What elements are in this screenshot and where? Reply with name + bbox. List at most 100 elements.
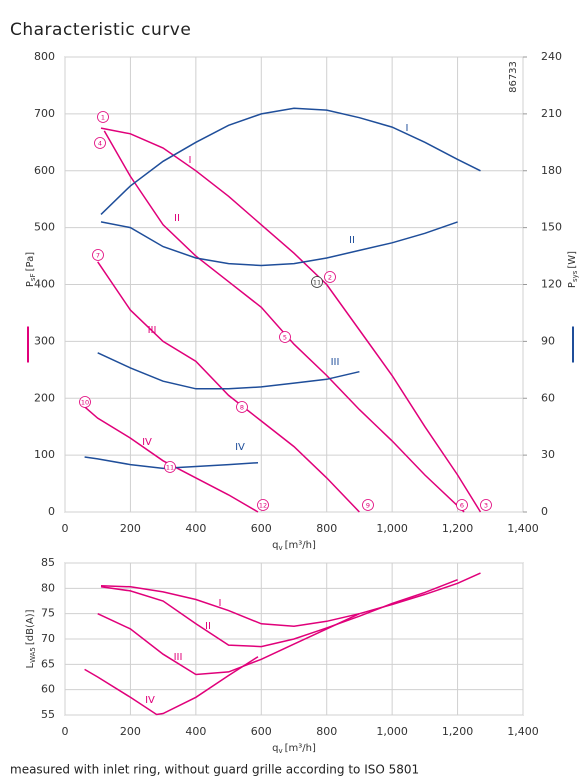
x-tick-label: 400 (185, 522, 206, 535)
label-unit: [m³/h] (285, 540, 316, 551)
series-label: II (349, 235, 355, 246)
marker-circle (324, 271, 336, 283)
x-tick-label: 200 (120, 725, 141, 738)
label-unit: [Pa] (25, 252, 36, 272)
marker-circle (164, 461, 176, 473)
y2-tick-label: 240 (541, 50, 562, 63)
marker-label: 6 (460, 502, 464, 510)
marker-circle (257, 499, 269, 511)
x-label: qv [m³/h] (272, 540, 316, 552)
series-line (84, 656, 259, 716)
label-main: q (272, 743, 278, 754)
x-tick-label: 1,000 (376, 522, 408, 535)
y-tick-label: 100 (34, 448, 55, 461)
marker-circle (94, 137, 106, 149)
marker-circle (97, 111, 109, 123)
label-sub: v (278, 747, 282, 755)
series-label: I (406, 123, 409, 134)
series-line (100, 127, 482, 513)
series-line (103, 130, 465, 513)
y-tick-label: 500 (34, 221, 55, 234)
label-sub: sys (571, 270, 579, 282)
marker-label: 1 (101, 114, 105, 122)
y-label: PsF[Pa] (25, 252, 37, 287)
label-unit: [m³/h] (285, 743, 316, 754)
label-unit: [W] (567, 251, 578, 269)
label-main: q (272, 540, 278, 551)
series-line (100, 572, 481, 628)
y-tick-label: 60 (41, 683, 55, 696)
series-label: IV (142, 437, 152, 448)
label-main: L (25, 663, 36, 669)
series-line (97, 352, 360, 390)
chart-title: Characteristic curve (10, 20, 191, 40)
x-tick-label: 600 (251, 522, 272, 535)
series-label: III (174, 652, 183, 663)
y2-tick-label: 30 (541, 448, 555, 461)
series-line (97, 261, 360, 513)
y2-tick-label: 90 (541, 334, 555, 347)
footnote: measured with inlet ring, without guard … (10, 763, 419, 777)
series-label: II (174, 213, 180, 224)
y2-tick-label: 60 (541, 391, 555, 404)
label-unit: [dB(A)] (25, 609, 36, 645)
y-tick-label: 55 (41, 708, 55, 721)
x-tick-label: 1,200 (442, 725, 474, 738)
x-tick-label: 1,200 (442, 522, 474, 535)
x-tick-label: 0 (62, 725, 69, 738)
y-tick-label: 80 (41, 581, 55, 594)
x-tick-label: 1,000 (376, 725, 408, 738)
marker-label: 3 (484, 502, 488, 510)
marker-circle (92, 249, 104, 261)
x-tick-label: 0 (62, 522, 69, 535)
x-tick-label: 600 (251, 725, 272, 738)
y2-tick-label: 120 (541, 278, 562, 291)
series-line (100, 579, 458, 648)
marker-circle (362, 499, 374, 511)
y-tick-label: 300 (34, 334, 55, 347)
series-line (97, 613, 360, 676)
marker-circle (311, 276, 323, 288)
y2-tick-label: 150 (541, 221, 562, 234)
series-line (84, 456, 259, 470)
y-tick-label: 400 (34, 278, 55, 291)
x-tick-label: 800 (316, 725, 337, 738)
series-line (84, 406, 259, 513)
y-tick-label: 75 (41, 607, 55, 620)
x-tick-label: 1,400 (507, 725, 539, 738)
y2-label: Psys[W] (567, 251, 579, 288)
x-tick-label: 1,400 (507, 522, 539, 535)
y2-tick-label: 210 (541, 107, 562, 120)
series-label: III (331, 357, 340, 368)
label-sub: v (278, 544, 282, 552)
marker-label: 11 (166, 464, 174, 472)
marker-label: 4 (98, 140, 102, 148)
code: 86733 (508, 61, 519, 93)
label-main: P (567, 282, 578, 288)
series-label: IV (145, 695, 155, 706)
y-tick-label: 0 (48, 505, 55, 518)
y-tick-label: 700 (34, 107, 55, 120)
series-label: III (148, 325, 157, 336)
y-tick-label: 800 (34, 50, 55, 63)
series-label: II (205, 621, 211, 632)
marker-label: 2 (328, 274, 332, 282)
marker-label: 5 (283, 334, 287, 342)
series-label: IV (235, 442, 245, 453)
series-label: I (219, 598, 222, 609)
series-label: I (189, 155, 192, 166)
marker-label: 11 (313, 279, 321, 287)
y-tick-label: 70 (41, 632, 55, 645)
x-tick-label: 200 (120, 522, 141, 535)
marker-label: 10 (81, 399, 89, 407)
y2-tick-label: 180 (541, 164, 562, 177)
x-label: qv [m³/h] (272, 743, 316, 755)
marker-circle (456, 499, 468, 511)
marker-label: 12 (259, 502, 267, 510)
marker-label: 7 (96, 252, 100, 260)
marker-circle (279, 331, 291, 343)
marker-circle (236, 401, 248, 413)
x-tick-label: 800 (316, 522, 337, 535)
